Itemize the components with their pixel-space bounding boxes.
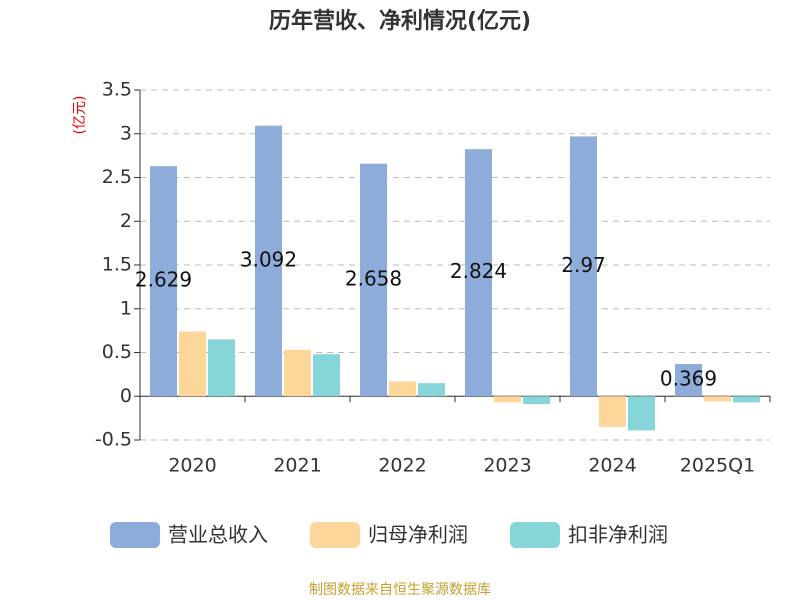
y-tick-label: 3.5 bbox=[102, 79, 132, 101]
x-tick-label: 2024 bbox=[588, 455, 636, 477]
source-note: 制图数据来自恒生聚源数据库 bbox=[309, 582, 491, 598]
data-label: 0.369 bbox=[660, 367, 717, 391]
data-label: 2.824 bbox=[450, 259, 507, 283]
y-tick-label: 0.5 bbox=[102, 341, 132, 363]
legend-label: 归母净利润 bbox=[368, 523, 468, 547]
bar bbox=[465, 149, 492, 397]
bar bbox=[733, 396, 760, 403]
legend-swatch bbox=[510, 522, 560, 548]
data-label: 3.092 bbox=[240, 247, 297, 271]
bar bbox=[255, 125, 282, 397]
legend-label: 扣非净利润 bbox=[568, 523, 668, 547]
bar bbox=[418, 383, 445, 397]
data-label: 2.629 bbox=[135, 268, 192, 292]
x-tick-label: 2022 bbox=[378, 455, 426, 477]
data-label: 2.658 bbox=[345, 266, 402, 290]
bar bbox=[523, 396, 550, 405]
bar bbox=[313, 354, 340, 397]
y-tick-label: 3 bbox=[120, 122, 132, 144]
bar bbox=[628, 396, 655, 431]
legend-swatch bbox=[110, 522, 160, 548]
y-tick-label: 1.5 bbox=[102, 254, 132, 276]
bar bbox=[208, 339, 235, 397]
bar bbox=[389, 381, 416, 397]
y-tick-label: 2.5 bbox=[102, 166, 132, 188]
legend-label: 营业总收入 bbox=[168, 523, 268, 547]
x-tick-label: 2023 bbox=[483, 455, 531, 477]
y-unit-label: (亿元) bbox=[72, 96, 88, 135]
y-tick-label: 2 bbox=[120, 210, 132, 232]
y-tick-label: 0 bbox=[120, 385, 132, 407]
chart-title: 历年营收、净利情况(亿元) bbox=[269, 8, 531, 34]
bar bbox=[570, 136, 597, 397]
bar bbox=[284, 349, 311, 397]
bar bbox=[360, 163, 387, 397]
x-tick-label: 2020 bbox=[168, 455, 216, 477]
bar bbox=[150, 166, 177, 397]
y-tick-label: -0.5 bbox=[95, 429, 132, 451]
bar bbox=[599, 396, 626, 427]
bar bbox=[675, 363, 702, 397]
data-label: 2.97 bbox=[561, 253, 606, 277]
legend-swatch bbox=[310, 522, 360, 548]
x-tick-label: 2025Q1 bbox=[680, 455, 755, 477]
y-tick-label: 1 bbox=[120, 297, 132, 319]
bar bbox=[179, 331, 206, 397]
bar bbox=[704, 396, 731, 402]
bar bbox=[494, 396, 521, 403]
x-tick-label: 2021 bbox=[273, 455, 321, 477]
